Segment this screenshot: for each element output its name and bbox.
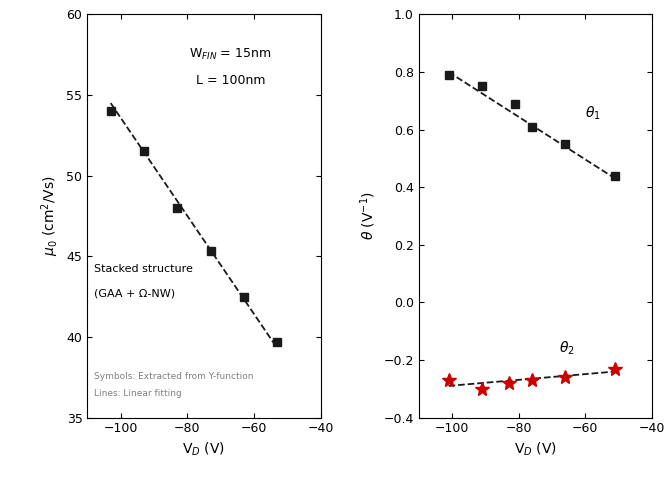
- X-axis label: V$_D$ (V): V$_D$ (V): [183, 441, 226, 458]
- Y-axis label: $\theta$ (V$^{-1}$): $\theta$ (V$^{-1}$): [358, 192, 378, 240]
- Y-axis label: $\mu_0$ (cm$^2$/Vs): $\mu_0$ (cm$^2$/Vs): [40, 176, 61, 256]
- Text: (GAA + Ω-NW): (GAA + Ω-NW): [94, 288, 175, 299]
- Text: Symbols: Extracted from Y-function: Symbols: Extracted from Y-function: [94, 372, 253, 382]
- X-axis label: V$_D$ (V): V$_D$ (V): [513, 441, 556, 458]
- Text: Stacked structure: Stacked structure: [94, 264, 193, 275]
- Text: $\theta_2$: $\theta_2$: [558, 340, 575, 357]
- Text: $\theta_1$: $\theta_1$: [585, 105, 601, 122]
- Text: Lines: Linear fitting: Lines: Linear fitting: [94, 389, 181, 397]
- Text: L = 100nm: L = 100nm: [196, 74, 265, 87]
- Text: W$_{FIN}$ = 15nm: W$_{FIN}$ = 15nm: [190, 47, 271, 62]
